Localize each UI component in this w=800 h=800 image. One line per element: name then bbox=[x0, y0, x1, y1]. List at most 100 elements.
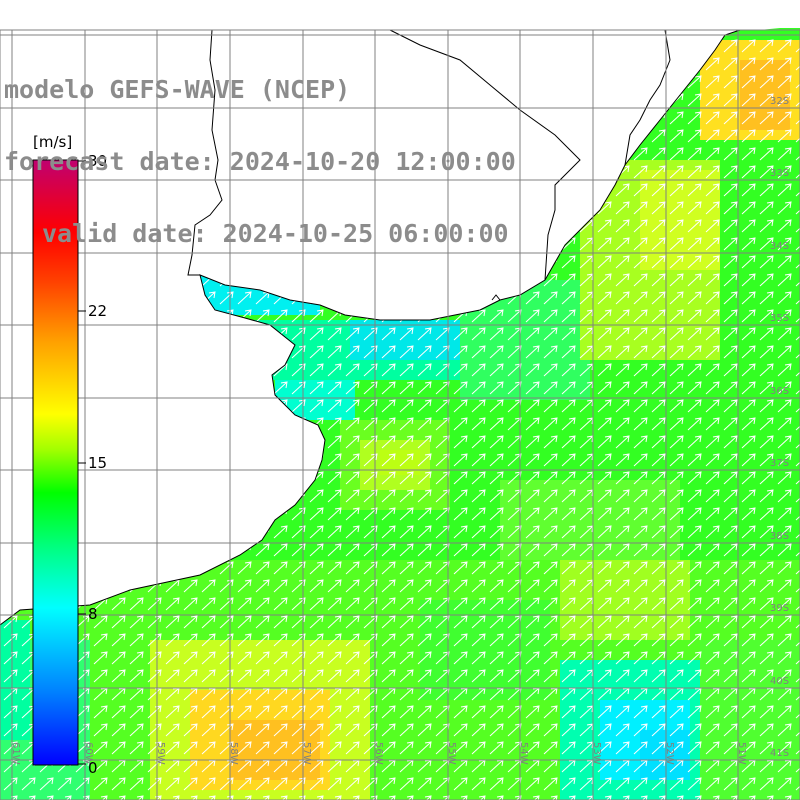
wind-arrow bbox=[345, 525, 360, 539]
wind-arrow bbox=[615, 597, 630, 611]
wind-arrow bbox=[759, 345, 774, 359]
wind-arrow bbox=[723, 237, 738, 251]
wind-arrow bbox=[471, 795, 486, 800]
wind-arrow bbox=[93, 651, 108, 665]
wind-arrow bbox=[183, 309, 198, 323]
wind-arrow bbox=[111, 489, 126, 503]
wind-arrow bbox=[237, 777, 252, 791]
wind-arrow bbox=[111, 435, 126, 449]
wind-arrow bbox=[597, 57, 612, 71]
wind-arrow bbox=[489, 705, 504, 719]
wind-arrow bbox=[723, 363, 738, 377]
wind-arrow bbox=[777, 363, 792, 377]
wind-arrow bbox=[165, 543, 180, 557]
wind-arrow bbox=[759, 273, 774, 287]
wind-arrow bbox=[561, 399, 576, 413]
wind-arrow bbox=[633, 273, 648, 287]
wind-arrow bbox=[561, 363, 576, 377]
wind-arrow bbox=[525, 507, 540, 521]
wind-arrow bbox=[507, 795, 522, 800]
wind-arrow bbox=[129, 453, 144, 467]
wind-arrow bbox=[669, 453, 684, 467]
wind-arrow bbox=[651, 183, 666, 197]
wind-arrow bbox=[309, 327, 324, 341]
wind-arrow bbox=[633, 543, 648, 557]
wind-arrow bbox=[687, 795, 702, 800]
wind-arrow bbox=[3, 507, 18, 521]
wind-arrow bbox=[399, 381, 414, 395]
wind-arrow bbox=[345, 435, 360, 449]
wind-arrow bbox=[165, 309, 180, 323]
wind-arrow bbox=[633, 381, 648, 395]
wind-arrow bbox=[183, 723, 198, 737]
wind-arrow bbox=[147, 273, 162, 287]
wind-arrow bbox=[705, 183, 720, 197]
wind-arrow bbox=[489, 435, 504, 449]
wind-arrow bbox=[543, 741, 558, 755]
wind-arrow bbox=[525, 525, 540, 539]
wind-arrow bbox=[651, 165, 666, 179]
wind-arrow bbox=[381, 453, 396, 467]
wind-arrow bbox=[543, 237, 558, 251]
wind-arrow bbox=[633, 579, 648, 593]
wind-arrow bbox=[615, 291, 630, 305]
wind-arrow bbox=[597, 201, 612, 215]
wind-arrow bbox=[165, 489, 180, 503]
wind-arrow bbox=[399, 651, 414, 665]
wind-arrow bbox=[399, 633, 414, 647]
wind-arrow bbox=[687, 57, 702, 71]
wind-arrow bbox=[597, 399, 612, 413]
wind-arrow bbox=[399, 489, 414, 503]
wind-arrow bbox=[129, 345, 144, 359]
wind-arrow bbox=[543, 705, 558, 719]
wind-arrow bbox=[201, 525, 216, 539]
wind-arrow bbox=[741, 471, 756, 485]
wind-arrow bbox=[705, 147, 720, 161]
wind-arrow bbox=[777, 165, 792, 179]
wind-arrow bbox=[705, 633, 720, 647]
wind-arrow bbox=[741, 705, 756, 719]
wind-arrow bbox=[525, 669, 540, 683]
wind-arrow bbox=[489, 579, 504, 593]
wind-arrow bbox=[723, 75, 738, 89]
wind-arrow bbox=[381, 435, 396, 449]
wind-arrow bbox=[741, 723, 756, 737]
lat-label: 33S bbox=[770, 168, 789, 179]
wind-arrow bbox=[273, 579, 288, 593]
wind-arrow bbox=[633, 309, 648, 323]
wind-arrow bbox=[777, 111, 792, 125]
wind-arrow bbox=[687, 183, 702, 197]
wind-arrow bbox=[543, 363, 558, 377]
border-line bbox=[187, 29, 223, 276]
wind-arrow bbox=[489, 543, 504, 557]
wind-arrow bbox=[759, 723, 774, 737]
wind-arrow bbox=[201, 417, 216, 431]
wind-arrow bbox=[705, 345, 720, 359]
lon-label: 60W bbox=[83, 742, 94, 765]
wind-arrow bbox=[237, 489, 252, 503]
wind-arrow bbox=[417, 705, 432, 719]
wind-arrow bbox=[93, 633, 108, 647]
wind-arrow bbox=[453, 327, 468, 341]
wind-arrow bbox=[795, 525, 800, 539]
wind-arrow bbox=[273, 597, 288, 611]
wind-arrow bbox=[777, 723, 792, 737]
wind-arrow bbox=[147, 489, 162, 503]
wind-arrow bbox=[777, 255, 792, 269]
wind-arrow bbox=[183, 507, 198, 521]
wind-arrow bbox=[453, 579, 468, 593]
wind-arrow bbox=[111, 453, 126, 467]
wind-arrow bbox=[669, 255, 684, 269]
wind-arrow bbox=[255, 777, 270, 791]
wind-arrow bbox=[723, 183, 738, 197]
lon-label: 52W bbox=[664, 742, 675, 765]
wind-arrow bbox=[795, 147, 800, 161]
wind-arrow bbox=[219, 453, 234, 467]
wind-arrow bbox=[669, 615, 684, 629]
wind-arrow bbox=[687, 129, 702, 143]
wind-arrow bbox=[129, 669, 144, 683]
wind-arrow bbox=[777, 273, 792, 287]
wind-arrow bbox=[417, 579, 432, 593]
wind-arrow bbox=[777, 327, 792, 341]
wind-arrow bbox=[399, 327, 414, 341]
